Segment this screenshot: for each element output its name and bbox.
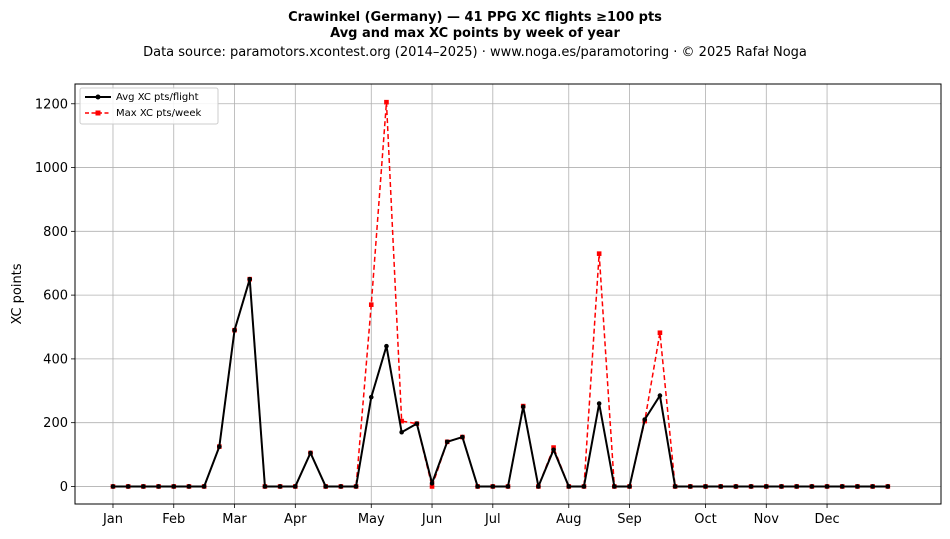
y-tick-label: 400 (43, 352, 68, 367)
avg-point (794, 484, 799, 489)
avg-point (277, 484, 283, 489)
chart-source-line: Data source: paramotors.xcontest.org (20… (143, 45, 807, 60)
avg-point (642, 417, 648, 422)
chart-title: Crawinkel (Germany) — 41 PPG XC flights … (288, 10, 662, 25)
y-axis: 0 200 400 600 800 1000 1200 (35, 97, 75, 495)
avg-point (414, 421, 420, 426)
max-point (399, 418, 404, 424)
max-point (368, 302, 374, 307)
avg-point (429, 480, 435, 486)
max-point (657, 330, 663, 336)
y-tick-label: 1200 (35, 97, 68, 112)
plot-series (110, 99, 891, 489)
avg-point (156, 484, 161, 489)
x-tick-label: Nov (754, 512, 780, 527)
avg-point (308, 450, 313, 456)
avg-point (809, 484, 815, 489)
max-point (596, 251, 602, 256)
y-tick-label: 600 (43, 289, 68, 304)
avg-point (520, 404, 526, 410)
x-tick-label: Jul (484, 512, 501, 527)
avg-point (581, 484, 587, 489)
avg-point (551, 447, 556, 453)
avg-point (748, 484, 754, 489)
avg-point (505, 484, 511, 489)
avg-point (323, 484, 328, 489)
avg-point (490, 484, 496, 489)
legend-avg-label: Avg XC pts/flight (116, 92, 199, 103)
avg-point (688, 484, 693, 489)
legend-box (79, 87, 219, 125)
avg-point (110, 484, 116, 489)
avg-point (779, 484, 784, 489)
x-tick-label: Apr (284, 512, 307, 527)
y-tick-label: 200 (43, 416, 68, 431)
avg-point (763, 484, 769, 489)
avg-point (885, 484, 891, 489)
legend-max-label: Max XC pts/week (116, 108, 201, 119)
y-axis-label: XC points (10, 263, 25, 324)
avg-point (186, 484, 192, 489)
avg-point (444, 439, 450, 445)
x-tick-label: Oct (694, 512, 716, 527)
x-tick-label: Jun (421, 512, 442, 527)
avg-point (672, 484, 678, 489)
x-tick-label: Sep (617, 512, 642, 527)
x-tick-label: Feb (162, 512, 185, 527)
max-series-line (112, 101, 888, 488)
avg-point (125, 484, 131, 489)
avg-series-line (112, 278, 888, 488)
avg-point (718, 484, 724, 489)
x-tick-label: May (358, 512, 385, 527)
avg-point (262, 484, 268, 489)
avg-point (399, 429, 404, 435)
x-tick-label: Mar (222, 512, 247, 527)
avg-point (627, 484, 632, 489)
avg-point (292, 484, 298, 489)
avg-point (566, 484, 572, 489)
avg-point (338, 484, 344, 489)
avg-point (171, 484, 177, 489)
avg-point (460, 434, 465, 440)
avg-point (703, 484, 708, 489)
x-tick-label: Jan (102, 512, 123, 527)
y-tick-label: 0 (60, 480, 68, 495)
avg-point (657, 393, 663, 398)
avg-point (201, 484, 207, 489)
y-tick-label: 800 (43, 225, 68, 240)
plot-frame (74, 83, 942, 505)
avg-point (217, 444, 222, 449)
avg-point (733, 484, 739, 489)
legend-avg-marker (95, 94, 101, 100)
avg-point (824, 484, 830, 489)
legend-max-marker (95, 110, 101, 116)
avg-point (141, 484, 146, 489)
x-tick-label: Dec (814, 512, 839, 527)
x-axis: Jan Feb Mar Apr May Jun Jul Aug Sep Oct Nov Dec (102, 504, 840, 527)
x-tick-label: Aug (556, 512, 581, 527)
avg-point (247, 276, 253, 282)
avg-point (855, 484, 860, 489)
grid (75, 84, 941, 504)
avg-point (596, 401, 602, 406)
y-tick-label: 1000 (35, 161, 68, 176)
avg-point (353, 484, 359, 489)
avg-point (232, 327, 237, 333)
avg-point (475, 484, 480, 489)
max-point (384, 99, 389, 105)
legend: Avg XC pts/flight Max XC pts/week (79, 87, 219, 125)
avg-point (612, 484, 617, 489)
chart-subtitle: Avg and max XC points by week of year (330, 26, 620, 41)
avg-point (384, 343, 389, 349)
avg-point (368, 394, 374, 400)
avg-point (870, 484, 875, 489)
avg-point (839, 484, 845, 489)
avg-point (536, 484, 541, 489)
max-point (429, 484, 435, 489)
